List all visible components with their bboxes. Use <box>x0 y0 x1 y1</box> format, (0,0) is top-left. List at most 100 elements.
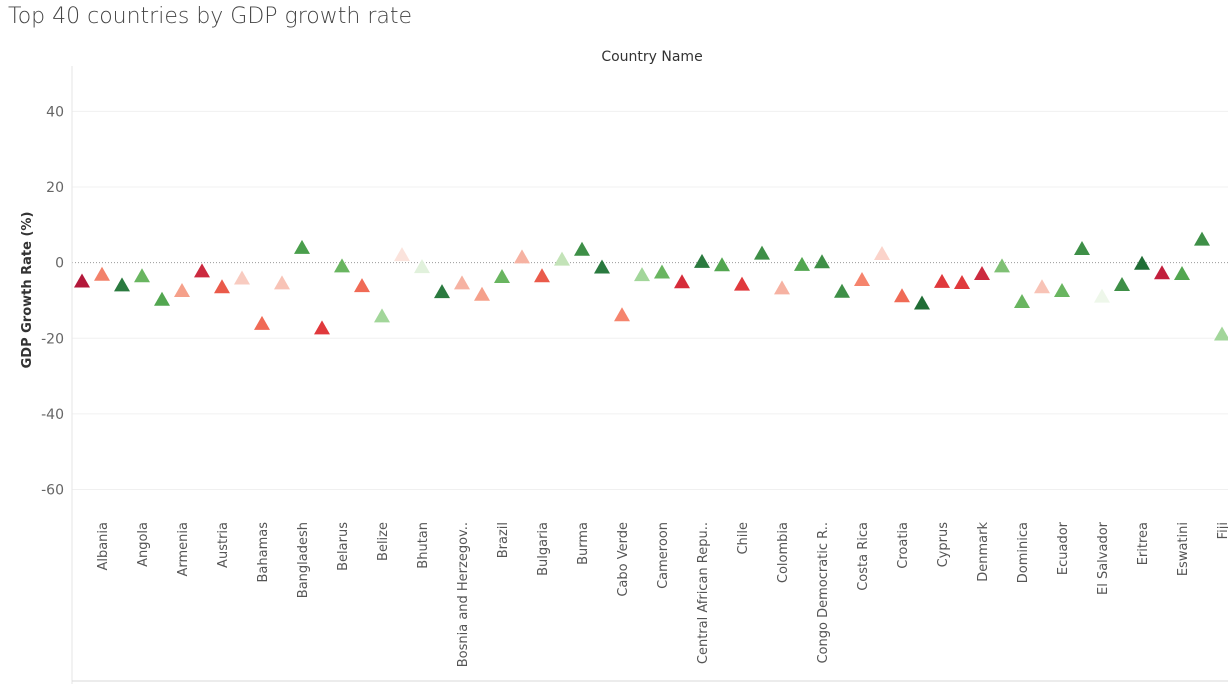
data-point-triangle <box>714 257 730 272</box>
data-point-triangle <box>514 249 530 264</box>
data-point-triangle <box>1134 255 1150 270</box>
data-point-triangle <box>294 239 310 254</box>
data-point-triangle <box>474 286 490 301</box>
data-point-triangle <box>1034 279 1050 294</box>
x-tick-label: Cyprus <box>936 522 951 568</box>
data-point-triangle <box>994 258 1010 273</box>
data-point-triangle <box>194 263 210 278</box>
x-tick-label: Bosnia and Herzegov.. <box>456 522 471 667</box>
data-point-triangle <box>1194 231 1210 246</box>
y-tick-label: 20 <box>46 180 64 196</box>
x-tick-label: Colombia <box>776 522 791 583</box>
data-point-triangle <box>1014 293 1030 308</box>
x-tick-label: Brazil <box>496 522 511 558</box>
y-tick-label: -40 <box>41 407 64 423</box>
data-point-triangle <box>674 274 690 289</box>
data-point-triangle <box>854 272 870 287</box>
x-tick-label: Bahamas <box>256 522 271 583</box>
data-point-triangle <box>354 278 370 293</box>
data-point-triangle <box>334 258 350 273</box>
x-axis: Albania Angola Armenia Austria Bahamas Bangla… <box>72 521 1228 682</box>
x-tick-label: Burma <box>576 522 591 565</box>
gridlines <box>72 110 1228 491</box>
x-tick-label: Costa Rica <box>856 522 871 591</box>
x-tick-label: Bulgaria <box>536 522 551 576</box>
data-point-triangle <box>574 241 590 256</box>
data-point-triangle <box>814 254 830 269</box>
data-point-triangle <box>794 256 810 271</box>
data-point-triangle <box>494 269 510 284</box>
data-point-triangle <box>1114 276 1130 291</box>
data-point-triangle <box>114 277 130 292</box>
data-point-triangle <box>1174 265 1190 280</box>
column-header: Country Name <box>601 49 702 65</box>
x-tick-label: Ecuador <box>1056 521 1071 575</box>
data-point-triangle <box>954 275 970 290</box>
x-tick-label: Eritrea <box>1136 522 1151 565</box>
y-axis-title: GDP Growth Rate (%) <box>20 212 35 369</box>
x-tick-label: Belarus <box>336 522 351 571</box>
data-point-triangle <box>834 283 850 298</box>
data-point-triangle <box>594 259 610 274</box>
data-point-triangle <box>1214 326 1228 341</box>
data-point-triangle <box>374 308 390 323</box>
x-tick-label: Congo Democratic R.. <box>816 522 831 664</box>
data-point-triangle <box>454 275 470 290</box>
data-point-triangle <box>94 266 110 281</box>
data-points <box>74 231 1228 341</box>
data-point-triangle <box>634 267 650 282</box>
x-tick-label: Chile <box>736 522 751 555</box>
data-point-triangle <box>274 275 290 290</box>
data-point-triangle <box>1054 283 1070 297</box>
y-tick-label: -20 <box>41 331 64 347</box>
x-tick-label: Central African Repu.. <box>696 522 711 664</box>
page-title: Top 40 countries by GDP growth rate <box>8 4 413 29</box>
data-point-triangle <box>774 280 790 295</box>
y-tick-label: 40 <box>46 104 64 120</box>
data-point-triangle <box>554 251 570 266</box>
data-point-triangle <box>694 253 710 268</box>
data-point-triangle <box>894 288 910 303</box>
data-point-triangle <box>314 320 330 335</box>
data-point-triangle <box>154 291 170 306</box>
data-point-triangle <box>754 245 770 260</box>
data-point-triangle <box>74 273 90 288</box>
y-tick-label: -60 <box>41 483 64 499</box>
data-point-triangle <box>394 247 410 262</box>
data-point-triangle <box>934 273 950 288</box>
y-tick-label: 0 <box>55 256 64 272</box>
x-tick-label: Cameroon <box>656 522 671 589</box>
data-point-triangle <box>1154 265 1170 280</box>
data-point-triangle <box>974 265 990 280</box>
x-tick-label: Denmark <box>976 522 991 582</box>
data-point-triangle <box>614 307 630 322</box>
data-point-triangle <box>434 284 450 299</box>
data-point-triangle <box>1094 288 1110 303</box>
x-tick-label: Cabo Verde <box>616 522 631 597</box>
x-tick-label: Croatia <box>896 522 911 569</box>
x-tick-label: Armenia <box>176 522 191 577</box>
data-point-triangle <box>874 245 890 260</box>
x-tick-label: Bangladesh <box>296 522 311 598</box>
x-tick-label: Austria <box>216 522 231 568</box>
data-point-triangle <box>534 268 550 283</box>
data-point-triangle <box>234 270 250 285</box>
data-point-triangle <box>734 276 750 291</box>
data-point-triangle <box>214 279 230 294</box>
y-axis: 40 20 0 -20 -40 -60 <box>41 66 73 684</box>
data-point-triangle <box>414 259 430 274</box>
data-point-triangle <box>254 315 270 330</box>
data-point-triangle <box>174 283 190 297</box>
x-tick-label: Fiji <box>1216 522 1228 539</box>
x-tick-label: Angola <box>136 522 151 567</box>
x-tick-label: Belize <box>376 522 391 561</box>
x-tick-label: Dominica <box>1016 522 1031 583</box>
x-tick-label: Eswatini <box>1176 522 1191 576</box>
x-tick-label: Bhutan <box>416 522 431 569</box>
x-tick-label: Albania <box>96 522 111 571</box>
data-point-triangle <box>654 264 670 279</box>
data-point-triangle <box>1074 241 1090 256</box>
x-tick-label: El Salvador <box>1096 521 1111 595</box>
